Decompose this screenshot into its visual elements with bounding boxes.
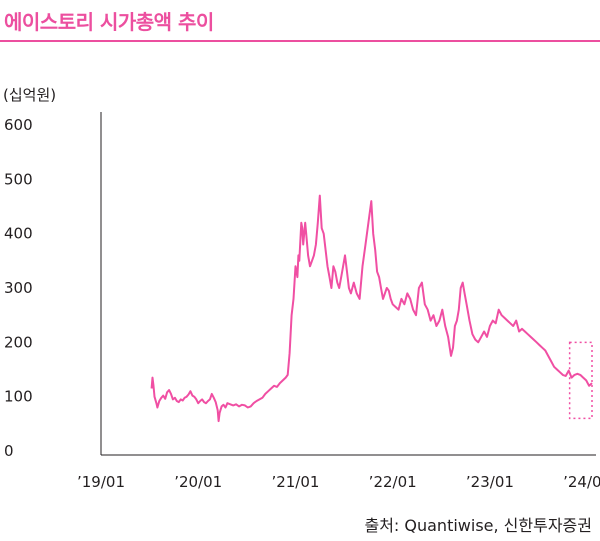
y-tick-label: 600 — [4, 116, 33, 134]
market-cap-series-line — [150, 194, 593, 423]
y-tick-label: 300 — [4, 279, 33, 297]
y-tick-label: 500 — [4, 170, 33, 188]
y-tick-label: 0 — [4, 442, 14, 460]
y-tick-label: 100 — [4, 388, 33, 406]
chart-title: 에이스토리 시가총액 추이 — [4, 10, 214, 34]
x-tick-label: ’22/01 — [369, 473, 417, 491]
y-axis-unit-label: (십억원) — [3, 86, 57, 104]
x-tick-label: ’21/01 — [271, 473, 319, 491]
x-tick-label: ’20/01 — [174, 473, 222, 491]
y-tick-label: 200 — [4, 333, 33, 351]
x-tick-label: ’24/01 — [563, 473, 600, 491]
x-tick-label: ’19/01 — [77, 473, 125, 491]
y-tick-label: 400 — [4, 225, 33, 243]
recent-period-highlight-box — [568, 341, 593, 420]
x-axis-ticks: ’19/01 ’20/01 ’21/01 ’22/01 ’23/01 ’24/01 — [77, 473, 600, 491]
title-divider — [0, 40, 600, 42]
x-tick-label: ’23/01 — [466, 473, 514, 491]
y-axis-ticks: 0 100 200 300 400 500 600 — [4, 116, 33, 460]
source-note: 출처: Quantiwise, 신한투자증권 — [364, 516, 592, 535]
